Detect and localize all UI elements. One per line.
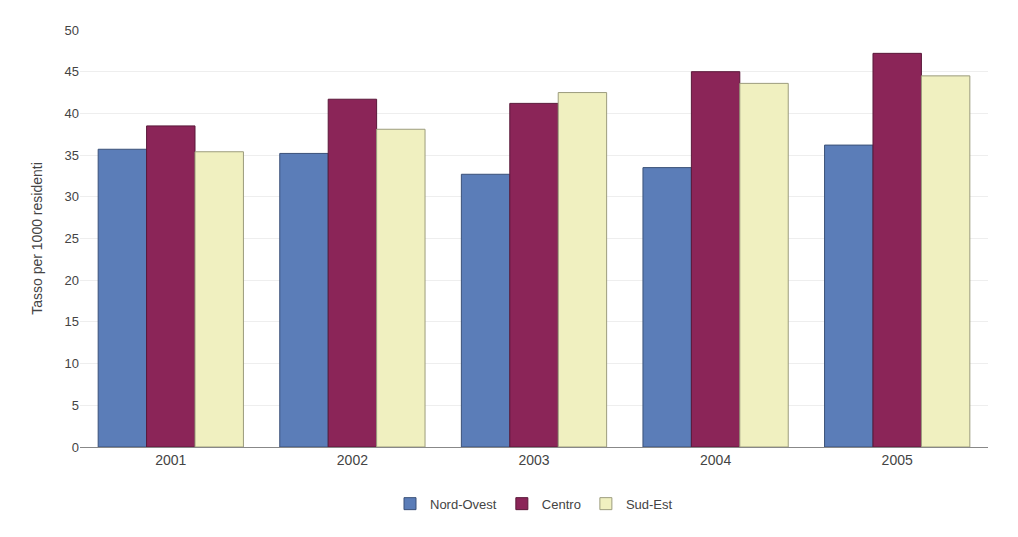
svg-text:Centro: Centro [542, 497, 581, 512]
svg-text:Sud-Est: Sud-Est [626, 497, 673, 512]
svg-text:15: 15 [65, 314, 79, 329]
svg-text:10: 10 [65, 356, 79, 371]
svg-text:50: 50 [65, 23, 79, 38]
svg-text:Nord-Ovest: Nord-Ovest [430, 497, 497, 512]
svg-text:2002: 2002 [337, 452, 368, 468]
svg-text:0: 0 [72, 440, 79, 455]
svg-text:Tasso per 1000 residenti: Tasso per 1000 residenti [29, 162, 45, 315]
svg-text:2004: 2004 [700, 452, 731, 468]
svg-text:25: 25 [65, 231, 79, 246]
svg-text:2005: 2005 [882, 452, 913, 468]
svg-text:5: 5 [72, 398, 79, 413]
svg-text:2003: 2003 [518, 452, 549, 468]
svg-text:30: 30 [65, 189, 79, 204]
svg-text:20: 20 [65, 273, 79, 288]
svg-text:40: 40 [65, 106, 79, 121]
svg-text:35: 35 [65, 148, 79, 163]
svg-text:45: 45 [65, 64, 79, 79]
svg-text:2001: 2001 [155, 452, 186, 468]
